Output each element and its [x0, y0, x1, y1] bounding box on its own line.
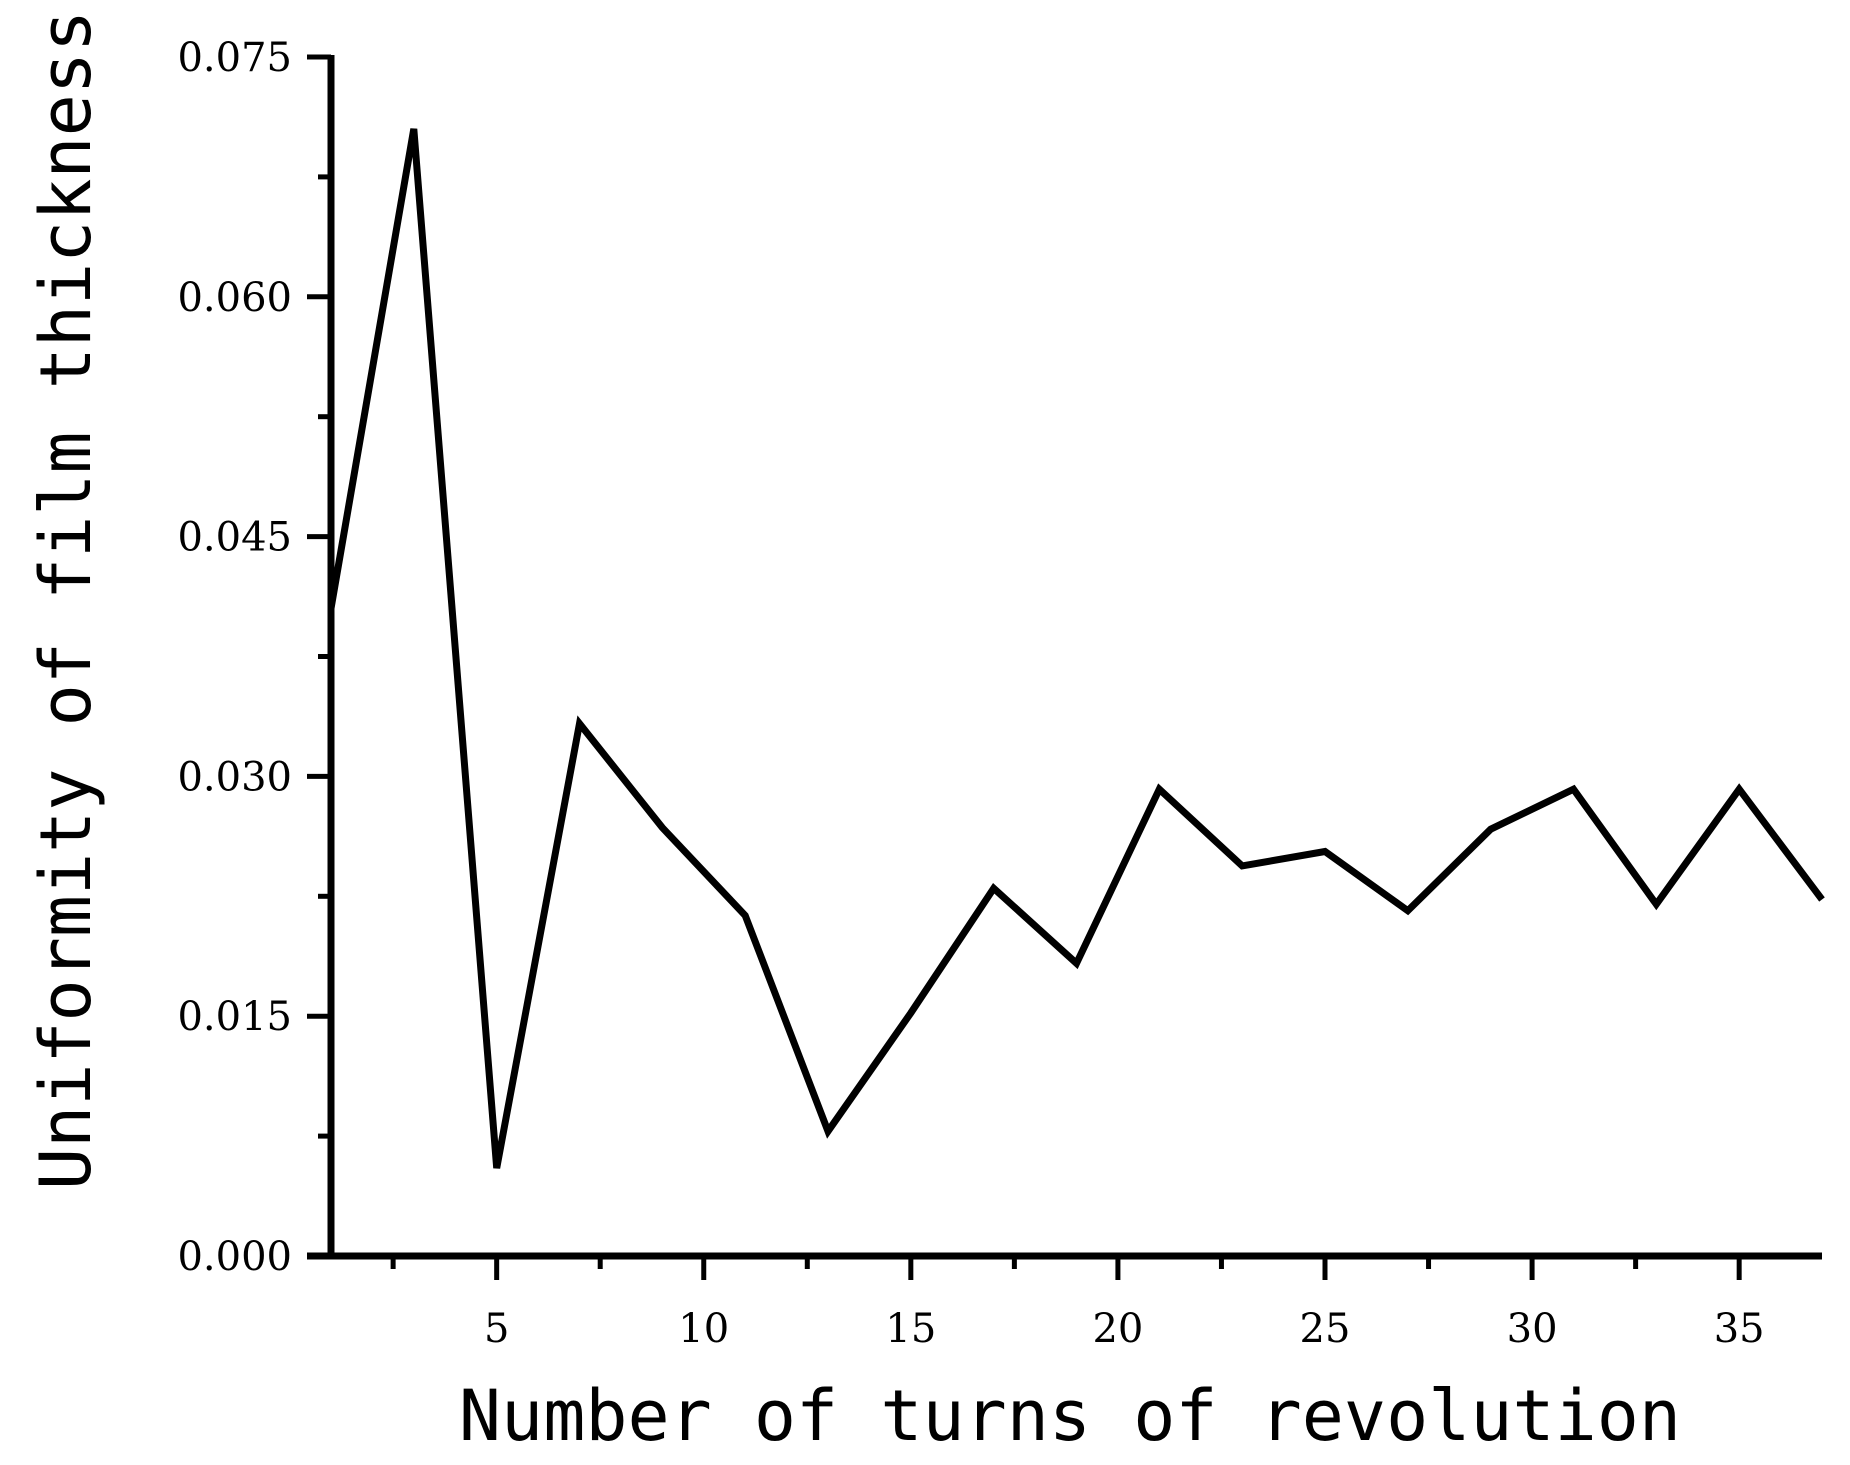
x-tick-label: 35 [1714, 1306, 1765, 1352]
x-tick-label: 25 [1300, 1306, 1351, 1352]
y-tick-label: 0.045 [177, 515, 292, 561]
x-tick-label: 10 [678, 1306, 729, 1352]
x-tick-label: 20 [1092, 1306, 1143, 1352]
x-tick-label: 30 [1507, 1306, 1558, 1352]
x-axis-title: Number of turns of revolution [459, 1375, 1681, 1457]
ticks-layer [307, 54, 1742, 1280]
x-tick-label: 5 [484, 1306, 509, 1352]
y-tick-label: 0.015 [177, 994, 292, 1040]
x-tick-label: 15 [885, 1306, 936, 1352]
tick-labels-layer: 0.000 0.015 0.030 0.045 0.060 0.075 5 10 15 20 25 3… [177, 35, 1764, 1352]
series-line [327, 128, 1825, 1169]
y-axis-title: Uniformity of film thickness [25, 10, 107, 1190]
y-tick-label: 0.000 [177, 1234, 292, 1280]
y-tick-label: 0.030 [177, 754, 292, 800]
y-tick-label: 0.075 [177, 35, 292, 81]
y-tick-label: 0.060 [177, 275, 292, 321]
